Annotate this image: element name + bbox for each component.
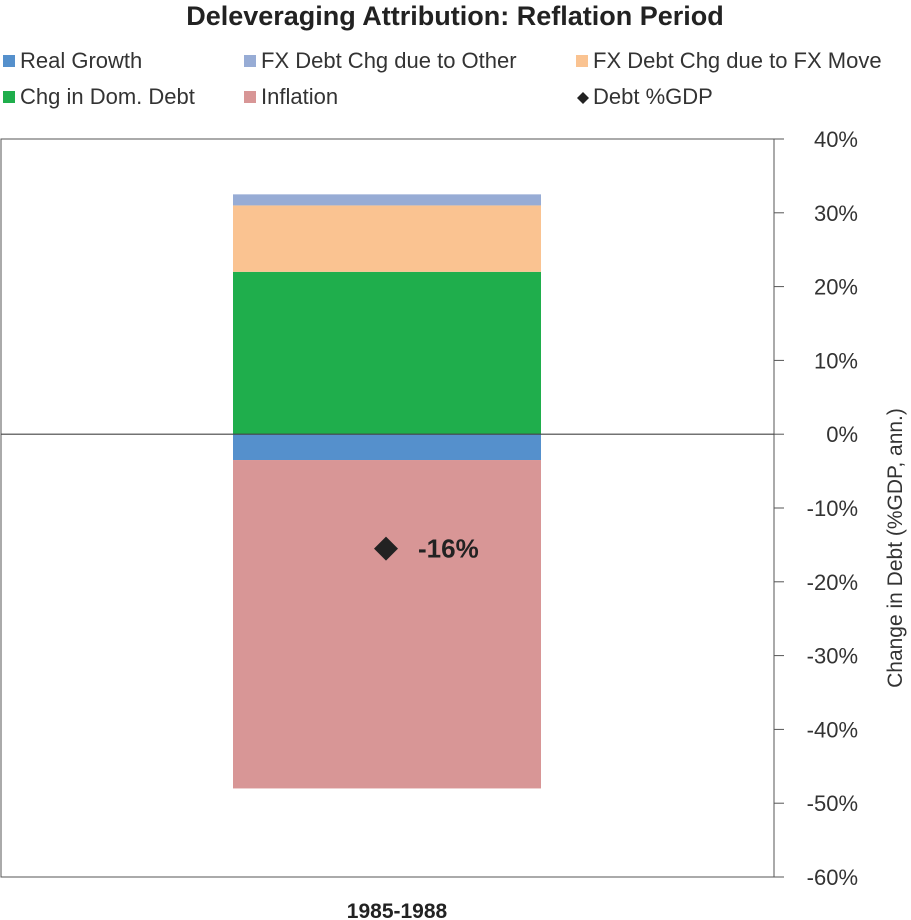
marker-point: [374, 536, 398, 561]
x-tick-label: 1985-1988: [347, 900, 448, 920]
legend-swatch: [244, 55, 256, 67]
legend-item: FX Debt Chg due to FX Move: [576, 48, 882, 73]
y-tick-label: 10%: [814, 348, 858, 373]
y-tick-label: 30%: [814, 201, 858, 226]
y-tick-label: 20%: [814, 275, 858, 300]
legend-item: Real Growth: [3, 48, 142, 73]
chart-title: Deleveraging Attribution: Reflation Peri…: [186, 1, 724, 31]
legend-label: Real Growth: [20, 48, 142, 73]
y-tick-label: -10%: [807, 496, 858, 521]
legend-swatch: [577, 92, 589, 104]
bar-segment: [233, 194, 541, 206]
y-tick-label: -20%: [807, 570, 858, 595]
y-tick-label: 0%: [826, 422, 858, 447]
y-tick-label: -30%: [807, 644, 858, 669]
data-label: -16%: [418, 534, 479, 564]
y-tick-label: 40%: [814, 127, 858, 152]
bar-segment: [233, 434, 541, 461]
y-tick-label: -50%: [807, 791, 858, 816]
legend-label: FX Debt Chg due to FX Move: [593, 48, 882, 73]
y-axis-title: Change in Debt (%GDP, ann.): [884, 408, 907, 688]
legend-label: Debt %GDP: [593, 84, 713, 109]
x-axis: 1985-1988: [347, 900, 448, 920]
legend-label: FX Debt Chg due to Other: [261, 48, 517, 73]
legend-swatch: [3, 91, 15, 103]
legend-item: Debt %GDP: [577, 84, 713, 109]
bar-segment: [233, 271, 541, 435]
bar-segment: [233, 460, 541, 789]
y-tick-label: -40%: [807, 717, 858, 742]
legend-item: Inflation: [244, 84, 338, 109]
legend-swatch: [576, 55, 588, 67]
markers: -16%: [374, 534, 479, 564]
y-tick-label: -60%: [807, 865, 858, 890]
legend-swatch: [3, 55, 15, 67]
legend-label: Inflation: [261, 84, 338, 109]
legend-item: FX Debt Chg due to Other: [244, 48, 517, 73]
legend-label: Chg in Dom. Debt: [20, 84, 195, 109]
bars: [233, 194, 541, 789]
legend-swatch: [244, 91, 256, 103]
legend: Real Growth FX Debt Chg due to Other FX De…: [3, 48, 882, 109]
legend-item: Chg in Dom. Debt: [3, 84, 195, 109]
y-axis: 40% 30% 20% 10% 0% -10% -20% -30% -40% -50% -60%: [774, 127, 858, 890]
bar-segment: [233, 205, 541, 272]
